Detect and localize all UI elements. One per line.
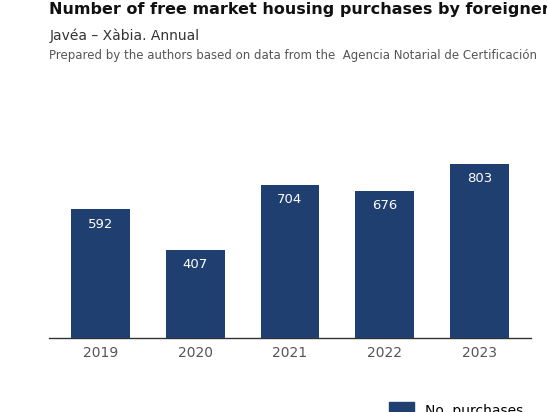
Text: Number of free market housing purchases by foreigners: Number of free market housing purchases …: [49, 2, 547, 17]
Text: Javéa – Xàbia. Annual: Javéa – Xàbia. Annual: [49, 29, 199, 43]
Bar: [260, 185, 319, 338]
Bar: [355, 191, 414, 338]
Text: 676: 676: [372, 199, 397, 213]
Bar: [166, 250, 225, 338]
Legend: No. purchases: No. purchases: [389, 403, 523, 412]
Text: 704: 704: [277, 193, 302, 206]
Bar: [71, 209, 130, 338]
Text: 592: 592: [88, 218, 113, 231]
Text: 407: 407: [183, 258, 208, 271]
Text: 803: 803: [467, 172, 492, 185]
Bar: [450, 164, 509, 338]
Text: Prepared by the authors based on data from the  Agencia Notarial de Certificació: Prepared by the authors based on data fr…: [49, 49, 537, 63]
